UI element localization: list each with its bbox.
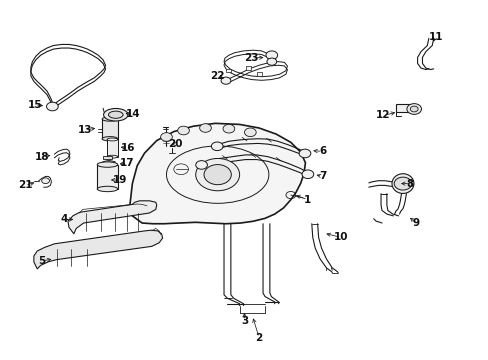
Circle shape [195, 158, 239, 191]
Text: 2: 2 [255, 333, 262, 343]
Text: 7: 7 [318, 171, 325, 181]
Text: 11: 11 [427, 32, 442, 41]
Text: 21: 21 [18, 180, 32, 190]
Circle shape [195, 161, 207, 169]
Circle shape [203, 165, 231, 185]
Circle shape [406, 104, 421, 114]
Text: 15: 15 [27, 100, 42, 110]
PathPatch shape [68, 201, 157, 234]
Circle shape [409, 106, 417, 112]
Text: 22: 22 [210, 71, 224, 81]
Circle shape [46, 102, 58, 111]
Text: 12: 12 [375, 111, 390, 121]
Text: 19: 19 [112, 175, 126, 185]
Text: 16: 16 [121, 143, 136, 153]
Ellipse shape [103, 108, 128, 121]
Text: 20: 20 [168, 139, 182, 149]
Circle shape [393, 177, 411, 190]
Circle shape [266, 58, 276, 65]
Circle shape [223, 125, 234, 133]
Ellipse shape [102, 136, 118, 141]
Ellipse shape [391, 174, 413, 193]
Text: 4: 4 [61, 215, 68, 224]
Text: 18: 18 [35, 152, 49, 162]
Bar [102, 119, 118, 139]
Circle shape [265, 51, 277, 59]
Bar [256, 72, 261, 76]
Text: 13: 13 [77, 125, 92, 135]
Ellipse shape [108, 111, 123, 118]
Text: 23: 23 [244, 53, 259, 63]
Text: 1: 1 [304, 195, 311, 205]
Ellipse shape [97, 162, 118, 167]
Text: 10: 10 [333, 232, 347, 242]
Circle shape [199, 124, 211, 132]
Text: 9: 9 [412, 218, 419, 228]
Circle shape [302, 170, 313, 179]
Text: 14: 14 [126, 109, 141, 119]
Text: 3: 3 [241, 316, 247, 325]
Text: 17: 17 [120, 158, 135, 168]
Ellipse shape [107, 138, 118, 141]
Bar [245, 66, 250, 70]
Text: 6: 6 [318, 146, 325, 156]
PathPatch shape [130, 123, 305, 224]
Circle shape [244, 128, 256, 136]
Circle shape [221, 77, 230, 84]
Text: 8: 8 [406, 179, 413, 189]
Text: 5: 5 [39, 256, 46, 266]
Ellipse shape [102, 161, 116, 168]
Bar [226, 69, 231, 72]
Ellipse shape [104, 162, 113, 167]
Bar [395, 104, 410, 112]
Bar [107, 139, 118, 157]
Circle shape [211, 142, 223, 150]
Bar [103, 156, 112, 159]
Circle shape [160, 133, 172, 141]
Ellipse shape [97, 186, 118, 192]
PathPatch shape [34, 230, 162, 269]
Ellipse shape [102, 117, 118, 121]
Circle shape [177, 126, 189, 135]
Circle shape [299, 149, 310, 158]
Circle shape [41, 178, 49, 184]
Ellipse shape [107, 155, 118, 158]
Bar [97, 165, 118, 189]
